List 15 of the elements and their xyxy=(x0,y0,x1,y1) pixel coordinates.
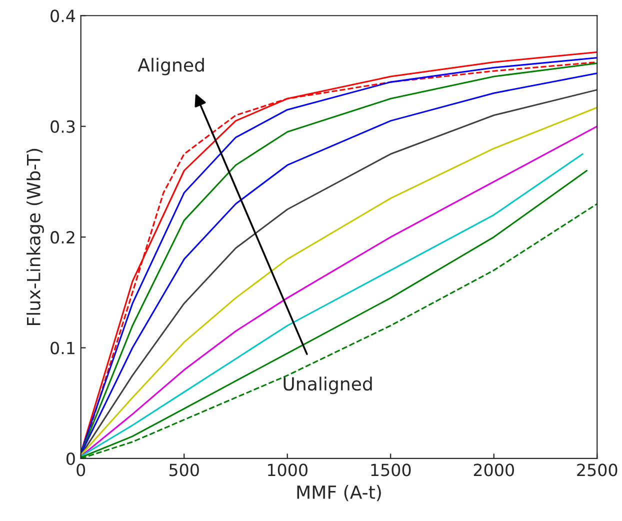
x-axis-title: MMF (A-t) xyxy=(297,485,381,502)
x-tick-label: 1500 xyxy=(371,464,411,476)
annotation: Aligned xyxy=(138,58,204,76)
annotation: Unaligned xyxy=(284,376,372,394)
x-tick-label: 2000 xyxy=(474,464,514,476)
y-tick-label: 0.3 xyxy=(50,120,75,133)
y-axis-title: Flux-Linkage (Wb-T) xyxy=(26,148,44,325)
x-tick-label: 0 xyxy=(76,464,86,476)
y-tick-label: 0.4 xyxy=(50,10,76,22)
y-tick-label: 0.2 xyxy=(50,231,74,244)
y-tick-label: 0 xyxy=(66,452,75,466)
x-tick-label: 1000 xyxy=(268,464,308,476)
x-tick-label: 500 xyxy=(169,464,199,476)
y-tick-label: 0.1 xyxy=(50,342,74,354)
x-tick-label: 2500 xyxy=(577,464,618,476)
